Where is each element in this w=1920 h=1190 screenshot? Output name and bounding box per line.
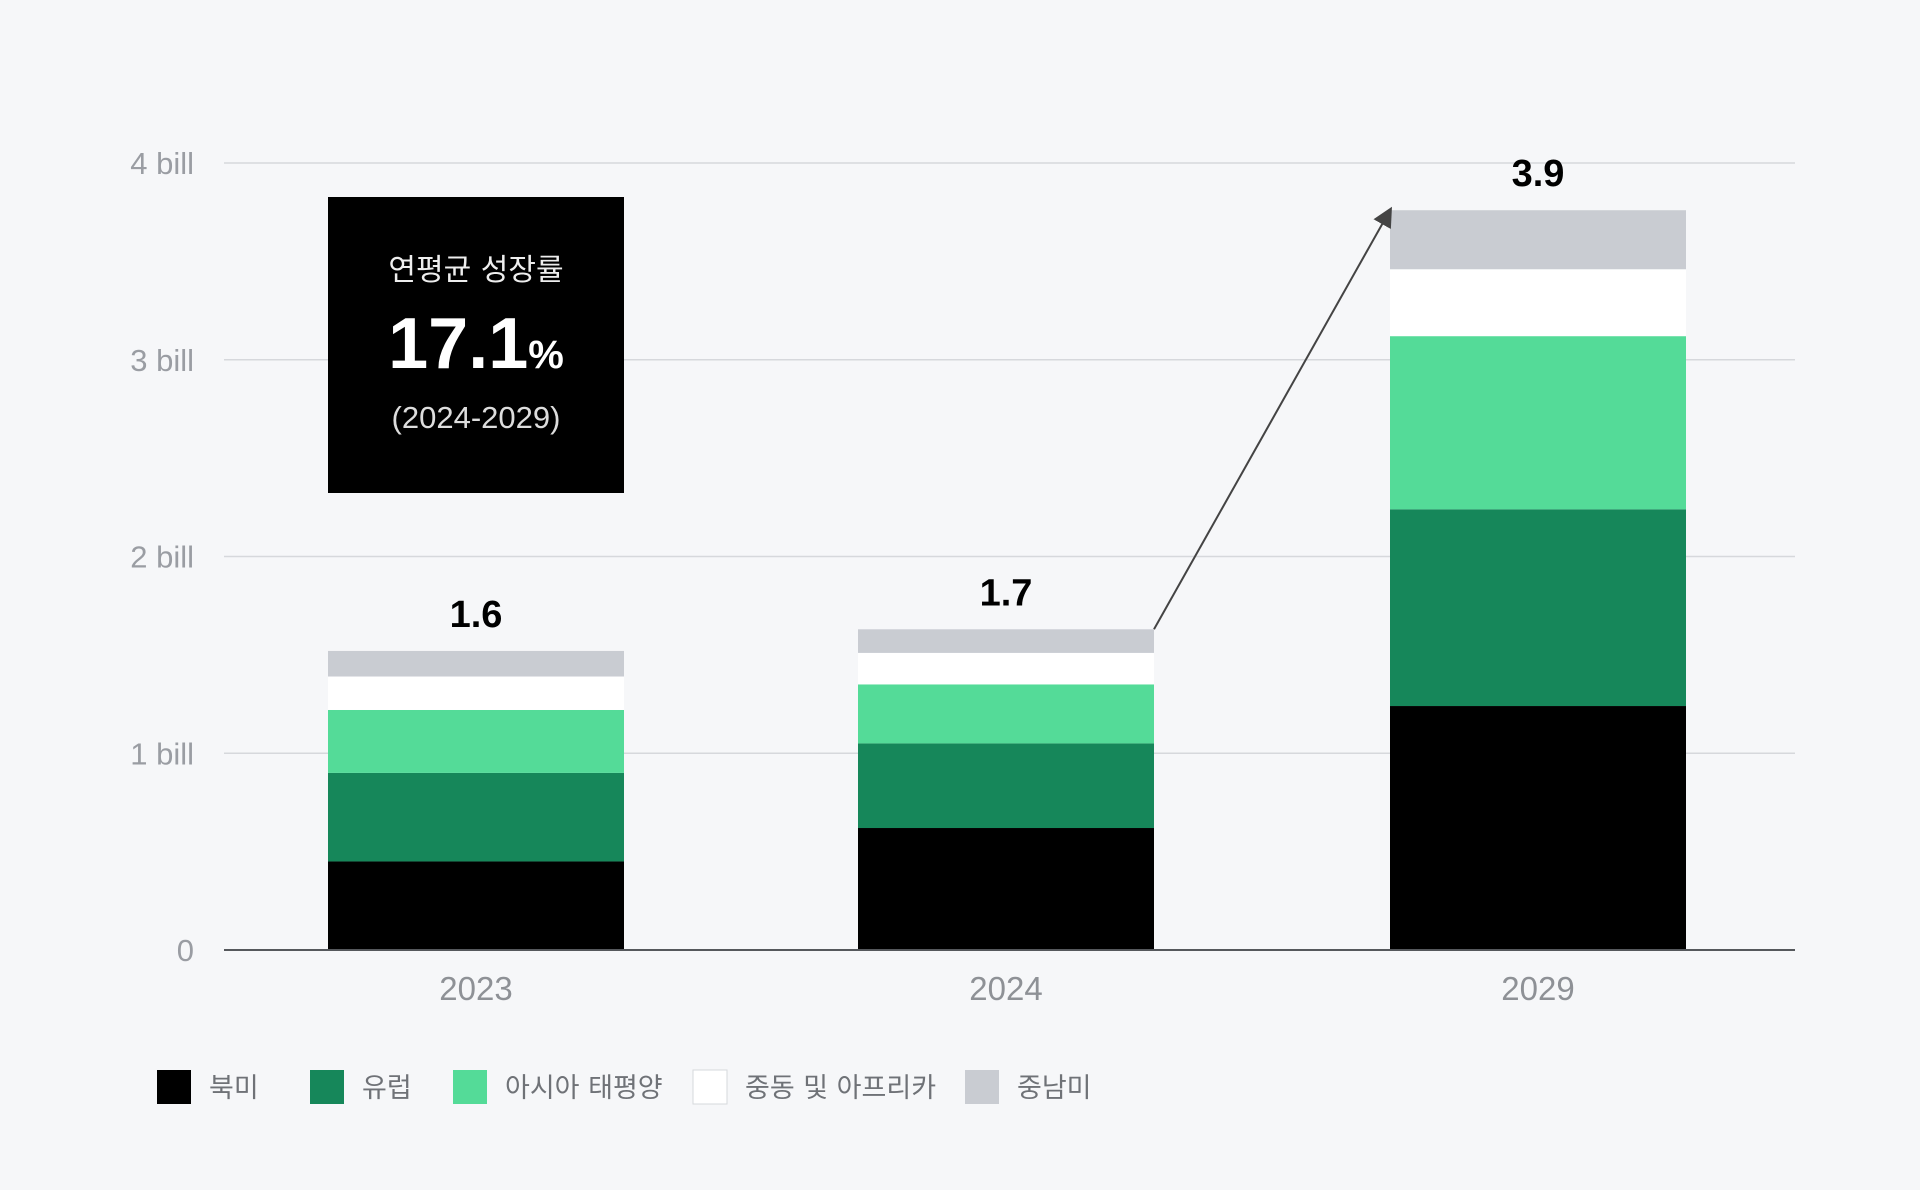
y-tick-label: 3 bill — [130, 343, 194, 378]
legend-swatch — [965, 1070, 999, 1104]
bar-segment-2024-3 — [858, 652, 1154, 685]
x-axis-ticks: 2023 2024 2029 — [439, 970, 1574, 1007]
cagr-title: 연평균 성장률 — [388, 253, 563, 288]
legend-swatch — [310, 1070, 344, 1104]
legend: 북미 유럽 아시아 태평양 중동 및 아프리카 중남미 — [157, 1069, 1092, 1105]
bar-segment-2029-0 — [1390, 706, 1686, 950]
legend-label: 유럽 — [362, 1073, 412, 1104]
bar-segment-2029-2 — [1390, 336, 1686, 510]
bar-segment-2029-3 — [1390, 269, 1686, 337]
legend-label: 아시아 태평양 — [505, 1073, 663, 1104]
cagr-value: 17.1% — [388, 304, 564, 384]
bar-segment-2023-3 — [328, 676, 624, 710]
total-label: 1.6 — [450, 594, 503, 636]
legend-swatch — [453, 1070, 487, 1104]
bar-segment-2023-4 — [328, 650, 624, 677]
cagr-box: 연평균 성장률 17.1% (2024-2029) — [328, 197, 624, 493]
y-axis-ticks: 0 1 bill 2 bill 3 bill 4 bill — [130, 146, 194, 968]
total-label: 1.7 — [980, 572, 1033, 614]
cagr-period: (2024-2029) — [392, 400, 561, 435]
total-label: 3.9 — [1512, 153, 1565, 195]
y-tick-label: 2 bill — [130, 540, 194, 575]
bar-segment-2029-1 — [1390, 509, 1686, 707]
x-tick-label: 2023 — [439, 970, 512, 1007]
bar-segment-2024-1 — [858, 743, 1154, 829]
bar-segment-2024-2 — [858, 684, 1154, 744]
y-tick-label: 1 bill — [130, 736, 194, 771]
bar-segment-2023-2 — [328, 709, 624, 773]
bar-segment-2029-4 — [1390, 210, 1686, 270]
legend-swatch — [157, 1070, 191, 1104]
legend-label: 중동 및 아프리카 — [745, 1073, 936, 1104]
bar-segment-2024-4 — [858, 629, 1154, 653]
x-tick-label: 2029 — [1501, 970, 1574, 1007]
legend-swatch — [692, 1069, 728, 1105]
legend-label: 북미 — [209, 1073, 259, 1104]
x-tick-label: 2024 — [969, 970, 1042, 1007]
bar-segment-2023-1 — [328, 772, 624, 862]
bars — [328, 210, 1686, 950]
y-tick-label: 4 bill — [130, 146, 194, 181]
bar-segment-2024-0 — [858, 828, 1154, 950]
bar-segment-2023-0 — [328, 861, 624, 950]
y-tick-label: 0 — [177, 933, 194, 968]
total-labels: 1.6 1.7 3.9 — [450, 153, 1565, 636]
growth-arrow — [1153, 206, 1392, 630]
legend-label: 중남미 — [1017, 1073, 1092, 1104]
